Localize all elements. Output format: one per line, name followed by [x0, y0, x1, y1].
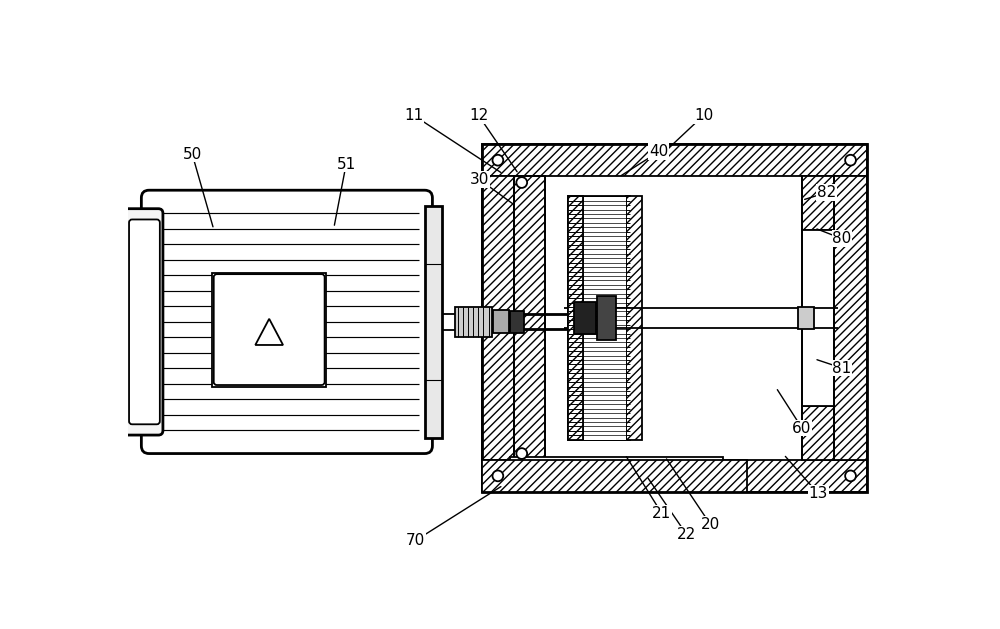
Bar	[802, 230, 834, 406]
Circle shape	[516, 448, 527, 459]
Bar	[482, 176, 514, 460]
Bar	[802, 176, 834, 230]
Bar	[597, 296, 616, 340]
Text: 30: 30	[470, 172, 489, 187]
Bar	[574, 302, 596, 334]
Bar	[425, 206, 442, 438]
Text: 51: 51	[337, 157, 356, 172]
Text: 22: 22	[677, 527, 696, 542]
FancyBboxPatch shape	[141, 190, 432, 454]
Bar	[798, 307, 814, 329]
Circle shape	[516, 177, 527, 188]
Text: 11: 11	[404, 108, 424, 123]
Text: 13: 13	[809, 486, 828, 501]
Bar	[510, 457, 723, 492]
Text: 21: 21	[652, 506, 672, 521]
Bar	[583, 196, 626, 440]
Bar	[802, 406, 834, 460]
Bar	[482, 144, 867, 492]
Bar	[482, 460, 747, 492]
Bar	[568, 196, 630, 440]
Circle shape	[845, 155, 856, 165]
Text: 81: 81	[832, 360, 852, 376]
FancyBboxPatch shape	[129, 220, 160, 425]
Text: 80: 80	[832, 231, 852, 246]
Bar	[834, 176, 867, 460]
Bar	[493, 310, 509, 333]
Text: 20: 20	[701, 517, 720, 532]
Text: 82: 82	[817, 185, 836, 200]
Text: 50: 50	[183, 147, 202, 162]
Text: 12: 12	[469, 108, 488, 123]
Circle shape	[845, 470, 856, 481]
Bar	[212, 272, 326, 387]
Bar	[510, 311, 524, 333]
Bar	[568, 196, 583, 440]
Text: 10: 10	[694, 108, 713, 123]
Bar	[514, 176, 545, 460]
FancyBboxPatch shape	[214, 274, 325, 385]
FancyBboxPatch shape	[123, 209, 163, 435]
Circle shape	[492, 155, 503, 165]
Bar	[482, 460, 867, 492]
Text: 70: 70	[406, 533, 425, 548]
Circle shape	[492, 470, 503, 481]
Bar	[514, 176, 545, 460]
Text: 60: 60	[792, 421, 812, 436]
Bar	[482, 144, 867, 176]
Bar	[626, 196, 642, 440]
Bar	[455, 307, 492, 337]
Text: 40: 40	[649, 144, 668, 159]
